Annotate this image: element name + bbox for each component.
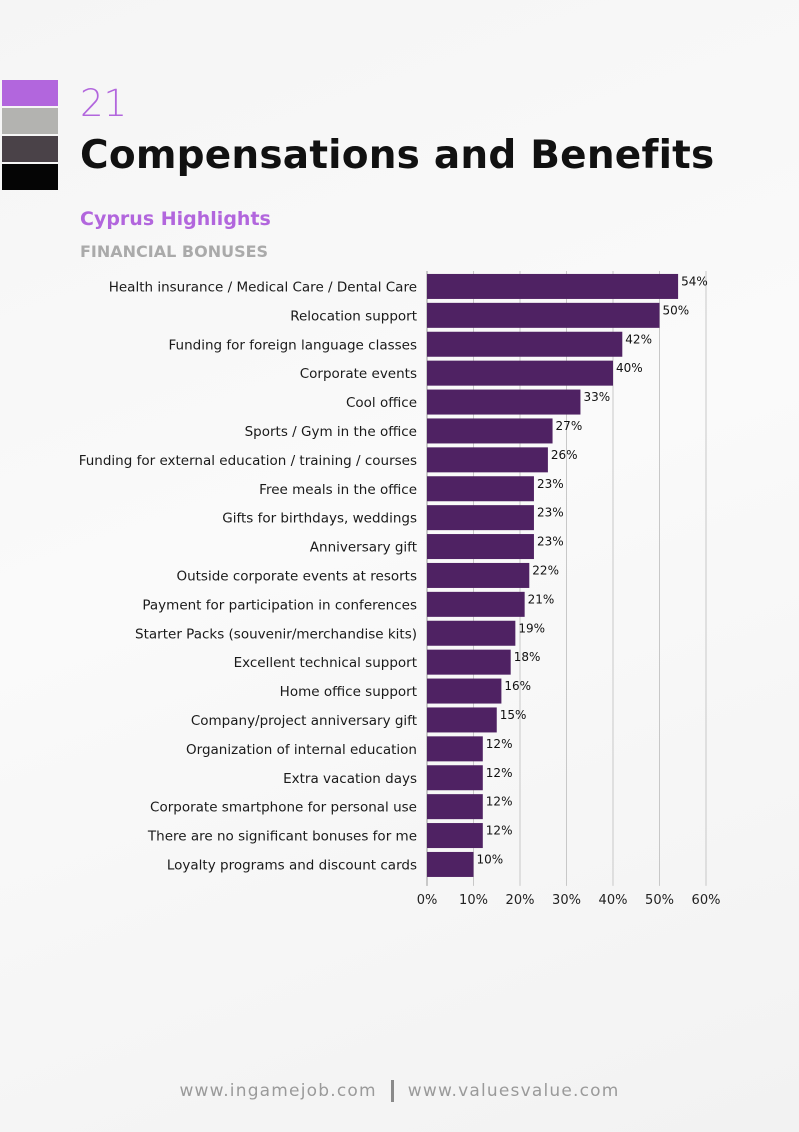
bar	[427, 302, 660, 328]
category-label: Excellent technical support	[234, 655, 417, 671]
bar	[427, 851, 474, 877]
bar	[427, 591, 525, 617]
bar	[427, 534, 534, 560]
footer-separator	[390, 1080, 394, 1102]
data-label: 21%	[528, 592, 555, 606]
data-label: 23%	[537, 535, 564, 549]
data-label: 12%	[486, 795, 513, 809]
category-label: Outside corporate events at resorts	[176, 568, 417, 584]
bar	[427, 562, 530, 588]
swatch-black	[2, 164, 58, 190]
category-label: Cool office	[346, 395, 417, 411]
bar	[427, 794, 483, 820]
bar	[427, 620, 516, 646]
data-label: 12%	[486, 737, 513, 751]
bar	[427, 707, 497, 733]
page-number: 21	[80, 82, 128, 125]
footer-link-ingamejob[interactable]: www.ingamejob.com	[179, 1081, 377, 1101]
bar	[427, 360, 613, 386]
category-label: Payment for participation in conferences	[142, 597, 417, 613]
category-label: Home office support	[280, 684, 417, 700]
data-label: 26%	[551, 448, 578, 462]
bar	[427, 736, 483, 762]
data-label: 18%	[514, 650, 541, 664]
data-label: 54%	[681, 274, 708, 288]
data-label: 19%	[518, 621, 545, 635]
x-tick-label: 60%	[692, 893, 721, 908]
bar	[427, 765, 483, 791]
category-label: Starter Packs (souvenir/merchandise kits…	[135, 626, 417, 642]
data-label: 50%	[663, 303, 690, 317]
category-label: Funding for external education / trainin…	[79, 453, 417, 469]
category-label: Relocation support	[290, 308, 417, 324]
data-label: 27%	[556, 419, 583, 433]
category-label: Free meals in the office	[259, 482, 417, 498]
data-label: 15%	[500, 708, 527, 722]
category-label: Anniversary gift	[310, 540, 417, 556]
page-title: Compensations and Benefits	[80, 133, 715, 178]
data-label: 23%	[537, 477, 564, 491]
bar	[427, 447, 548, 473]
x-tick-label: 40%	[599, 893, 628, 908]
category-label: Loyalty programs and discount cards	[167, 857, 417, 873]
category-label: Organization of internal education	[186, 742, 417, 758]
category-label: Gifts for birthdays, weddings	[222, 511, 417, 527]
category-label: Health insurance / Medical Care / Dental…	[109, 279, 417, 295]
data-label: 10%	[477, 852, 504, 866]
subtitle: Cyprus Highlights	[80, 208, 271, 230]
data-label: 33%	[583, 390, 610, 404]
bar	[427, 505, 534, 531]
bar	[427, 823, 483, 849]
footer-link-valuesvalue[interactable]: www.valuesvalue.com	[407, 1081, 620, 1101]
category-label: Corporate events	[300, 366, 417, 382]
x-tick-label: 20%	[506, 893, 535, 908]
bar	[427, 389, 581, 415]
swatch-dark-gray	[2, 136, 58, 162]
bar	[427, 273, 679, 299]
data-label: 42%	[625, 332, 652, 346]
data-label: 40%	[616, 361, 643, 375]
x-tick-label: 10%	[459, 893, 488, 908]
swatch-purple	[2, 80, 58, 106]
category-label: Company/project anniversary gift	[191, 713, 417, 729]
category-label: There are no significant bonuses for me	[147, 829, 417, 845]
color-swatches	[2, 80, 58, 192]
footer: www.ingamejob.com www.valuesvalue.com	[0, 1080, 799, 1102]
category-label: Corporate smartphone for personal use	[150, 800, 417, 816]
x-tick-label: 50%	[645, 893, 674, 908]
section-heading: FINANCIAL BONUSES	[80, 242, 269, 261]
bar	[427, 678, 502, 704]
category-label: Funding for foreign language classes	[169, 337, 417, 353]
swatch-gray	[2, 108, 58, 134]
data-label: 22%	[532, 563, 559, 577]
data-label: 16%	[504, 679, 531, 693]
category-label: Sports / Gym in the office	[245, 424, 417, 440]
data-label: 12%	[486, 766, 513, 780]
data-label: 23%	[537, 506, 564, 520]
category-label: Extra vacation days	[283, 771, 417, 787]
data-label: 12%	[486, 824, 513, 838]
bar	[427, 649, 511, 675]
x-tick-label: 0%	[417, 893, 438, 908]
x-tick-label: 30%	[552, 893, 581, 908]
bar	[427, 331, 623, 357]
bar	[427, 476, 534, 502]
bar	[427, 418, 553, 444]
